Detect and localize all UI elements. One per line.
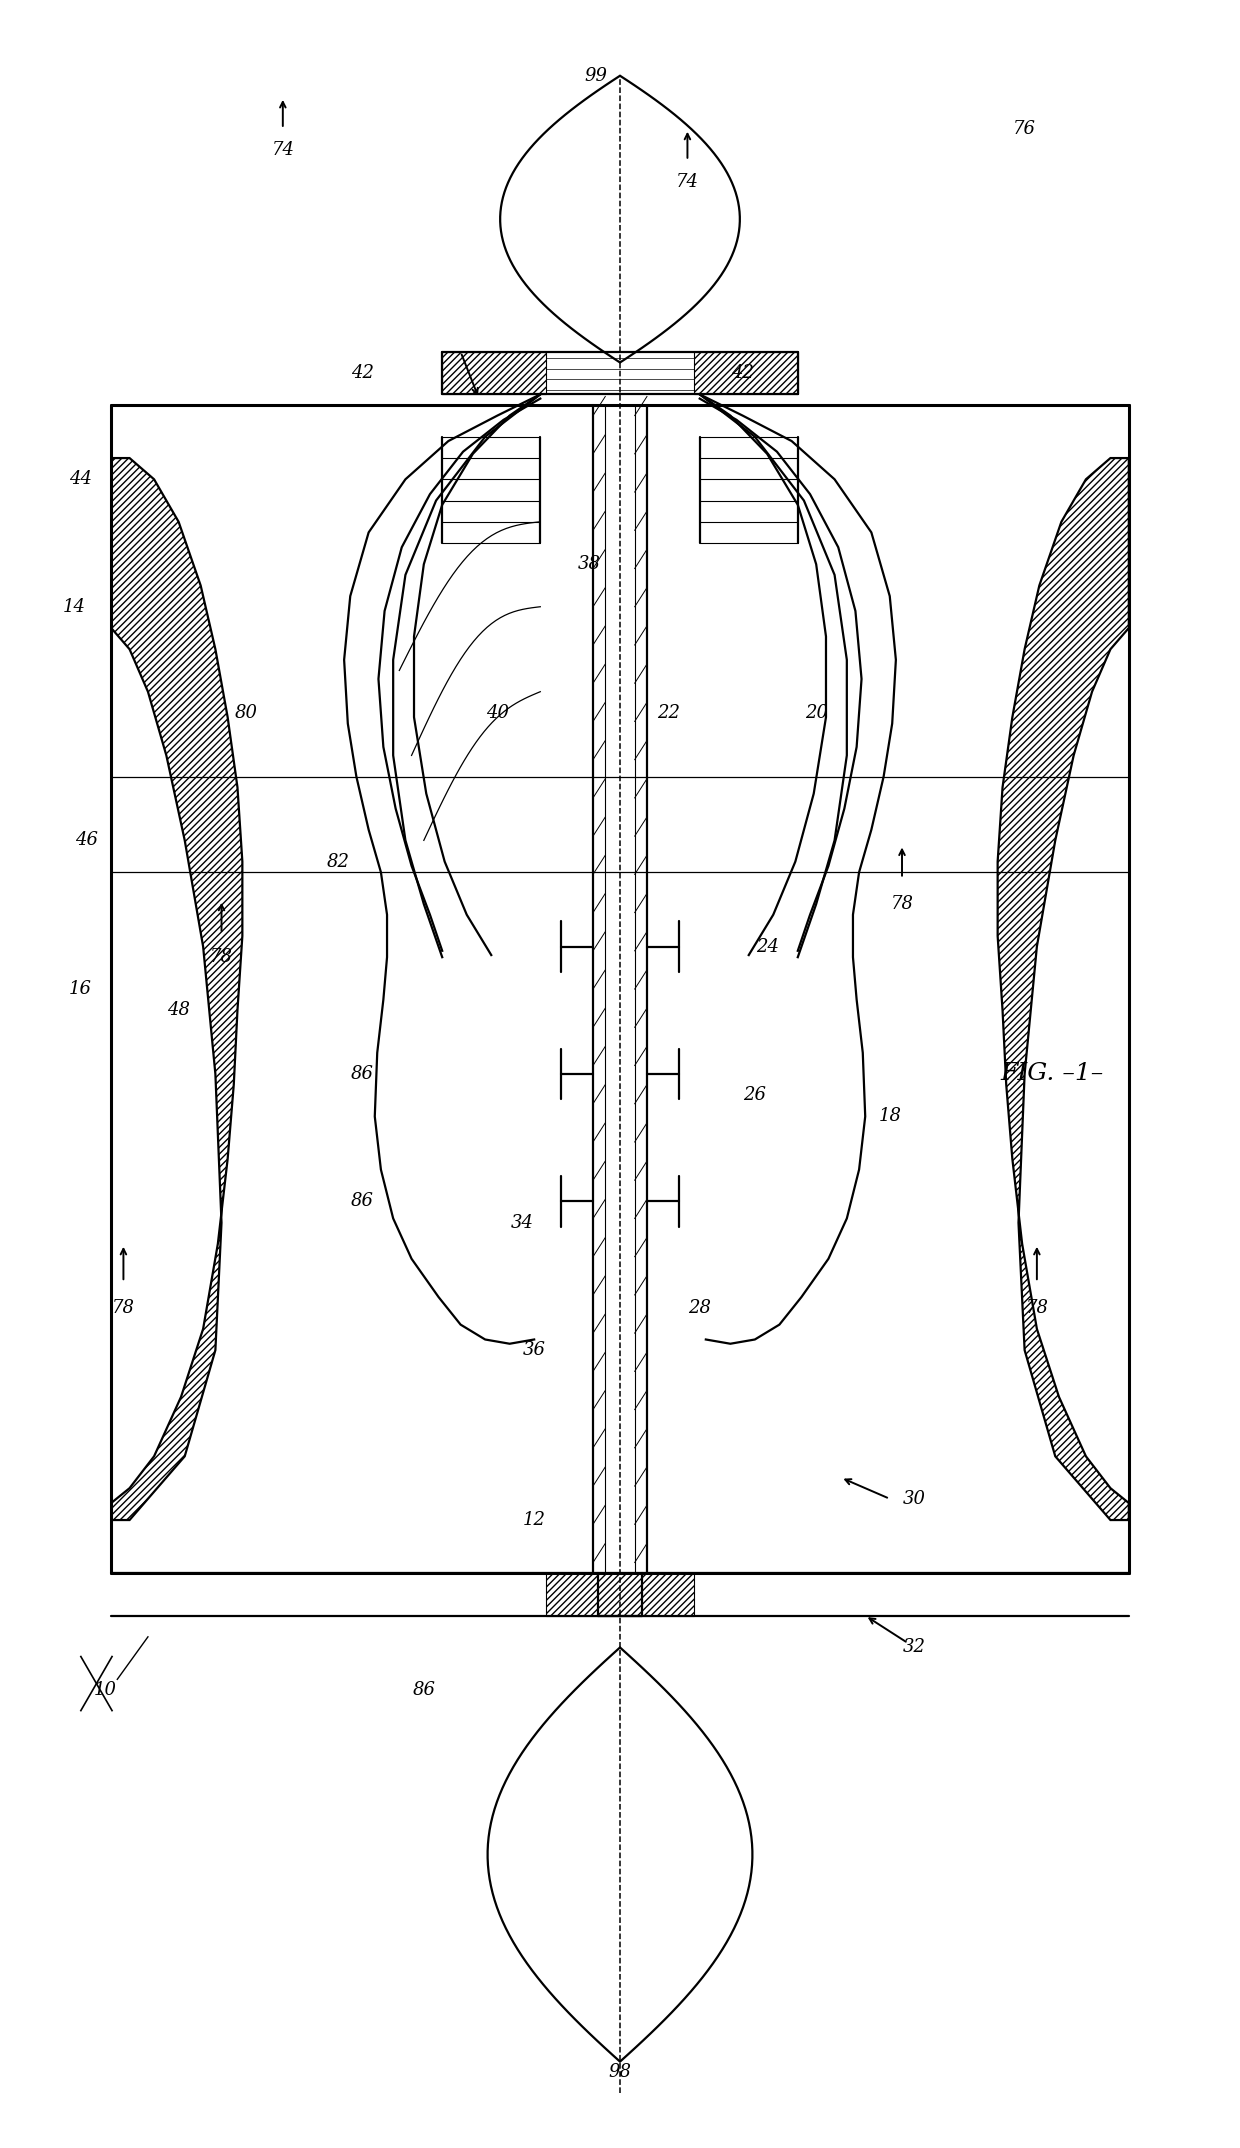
Text: 10: 10 [93,1682,117,1699]
Text: 86: 86 [351,1192,374,1211]
Text: 48: 48 [167,1001,190,1020]
Text: 42: 42 [351,365,374,382]
Text: 74: 74 [272,142,294,159]
Text: 32: 32 [903,1639,926,1656]
Text: 82: 82 [326,853,350,870]
Text: 86: 86 [351,1065,374,1083]
Text: 18: 18 [878,1108,901,1126]
Text: 26: 26 [743,1087,766,1104]
Text: 86: 86 [413,1682,435,1699]
Text: 80: 80 [234,705,258,722]
Text: 78: 78 [1025,1300,1048,1317]
Text: 14: 14 [63,597,86,616]
Text: 24: 24 [755,937,779,956]
Text: 74: 74 [676,174,699,191]
Text: 76: 76 [1013,120,1037,137]
Text: 36: 36 [523,1340,546,1360]
Text: 42: 42 [732,365,754,382]
Text: FIG. –1–: FIG. –1– [1001,1063,1104,1085]
Text: 38: 38 [578,554,601,574]
Text: 78: 78 [112,1300,135,1317]
Text: 44: 44 [69,470,92,488]
Text: 46: 46 [76,831,98,848]
Text: 98: 98 [609,2064,631,2081]
Text: 16: 16 [69,979,92,999]
Text: 22: 22 [657,705,681,722]
Text: 99: 99 [584,67,606,84]
Text: 40: 40 [486,705,508,722]
Text: 78: 78 [210,947,233,967]
Text: 30: 30 [903,1491,926,1508]
Text: 12: 12 [523,1510,546,1529]
Text: 78: 78 [890,896,914,913]
Text: 20: 20 [805,705,827,722]
Text: 34: 34 [511,1214,533,1231]
Text: 28: 28 [688,1300,712,1317]
